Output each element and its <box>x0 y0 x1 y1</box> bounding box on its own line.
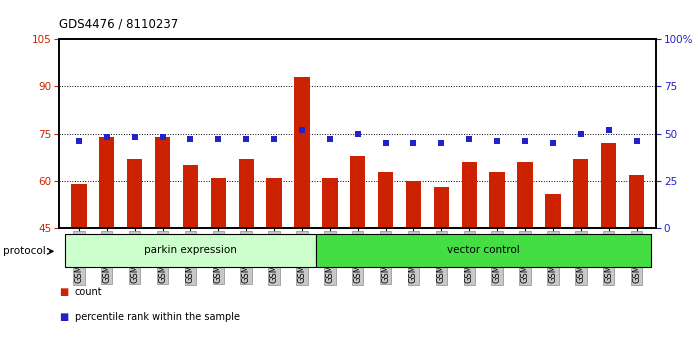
Bar <box>322 178 338 354</box>
Text: count: count <box>75 287 103 297</box>
Bar <box>601 143 616 354</box>
Bar <box>350 156 365 354</box>
Bar <box>316 234 651 267</box>
Point <box>408 140 419 146</box>
Bar <box>433 187 449 354</box>
Point <box>157 135 168 140</box>
Text: percentile rank within the sample: percentile rank within the sample <box>75 312 239 322</box>
Bar <box>489 172 505 354</box>
Point <box>631 138 642 144</box>
Point <box>519 138 530 144</box>
Bar <box>71 184 87 354</box>
Point <box>352 131 364 137</box>
Text: parkin expression: parkin expression <box>144 245 237 256</box>
Point <box>297 127 308 133</box>
Point <box>73 138 84 144</box>
Bar <box>65 234 316 267</box>
Bar <box>155 137 170 354</box>
Bar <box>183 165 198 354</box>
Point <box>575 131 586 137</box>
Bar <box>211 178 226 354</box>
Point <box>129 135 140 140</box>
Bar <box>127 159 142 354</box>
Bar <box>573 159 588 354</box>
Bar <box>239 159 254 354</box>
Point <box>603 127 614 133</box>
Text: protocol: protocol <box>3 246 46 256</box>
Point <box>491 138 503 144</box>
Point <box>380 140 391 146</box>
Point <box>185 137 196 142</box>
Bar <box>267 178 282 354</box>
Bar <box>406 181 421 354</box>
Point <box>436 140 447 146</box>
Text: ■: ■ <box>59 287 68 297</box>
Text: vector control: vector control <box>447 245 519 256</box>
Bar <box>295 77 310 354</box>
Point <box>241 137 252 142</box>
Point <box>547 140 558 146</box>
Point <box>325 137 336 142</box>
Point <box>213 137 224 142</box>
Bar <box>629 175 644 354</box>
Text: GDS4476 / 8110237: GDS4476 / 8110237 <box>59 17 179 30</box>
Bar <box>461 162 477 354</box>
Bar <box>99 137 114 354</box>
Point <box>101 135 112 140</box>
Bar <box>517 162 533 354</box>
Bar <box>545 194 560 354</box>
Point <box>463 137 475 142</box>
Bar <box>378 172 393 354</box>
Point <box>269 137 280 142</box>
Text: ■: ■ <box>59 312 68 322</box>
